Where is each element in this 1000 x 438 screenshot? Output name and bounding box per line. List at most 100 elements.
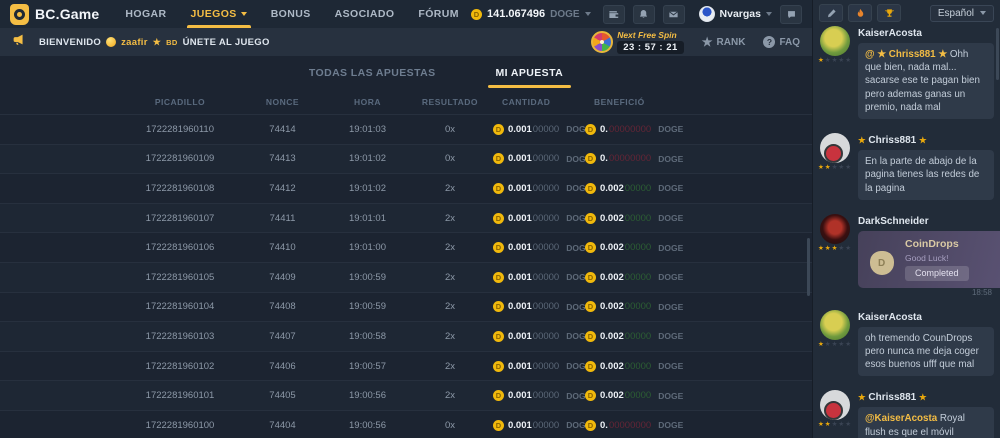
message-timestamp: 18:58 <box>971 287 992 297</box>
mention-link[interactable]: @ ★ Chriss881 ★ <box>865 49 948 60</box>
bet-nonce: 74404 <box>269 419 296 431</box>
col-header-hash: PICADILLO <box>154 97 206 107</box>
nav-item-forum[interactable]: FÓRUM <box>418 8 459 20</box>
bc-game-logo-icon <box>10 3 29 25</box>
faq-link[interactable]: FAQ <box>763 36 800 48</box>
chat-rules-button[interactable] <box>819 4 843 22</box>
doge-coin-icon <box>585 419 596 431</box>
rank-link[interactable]: ★ RANK <box>702 35 746 49</box>
chat-message-content: KaiserAcosta @ ★ Chriss881 ★ Ohh que bien… <box>858 26 994 124</box>
chat-username[interactable]: ★ Chriss881 ★ <box>858 135 927 147</box>
table-row[interactable]: 1722281960105 74409 19:00:59 2x 0.00100000DO… <box>0 261 812 292</box>
chat-bubble: @ ★ Chriss881 ★ Ohh que bien, nada mal..… <box>858 43 994 120</box>
balance-selector[interactable]: 141.067496 DOGE <box>467 6 595 22</box>
doge-coin-icon <box>493 301 504 313</box>
table-row[interactable]: 1722281960106 74410 19:01:00 2x 0.00100000DO… <box>0 232 812 262</box>
chat-panel-icon <box>787 10 795 18</box>
free-spin-label: Next Free Spin <box>617 30 677 40</box>
chat-toggle-button[interactable] <box>780 4 802 24</box>
bet-nonce: 74410 <box>269 242 296 254</box>
tournament-button[interactable] <box>877 4 901 22</box>
bc-game-logo[interactable]: BC.Game <box>10 3 100 25</box>
chat-username[interactable]: ★ Chriss881 ★ <box>858 392 927 404</box>
doge-coin-icon <box>585 330 596 342</box>
chat-message-meta: ★★★★★ <box>817 26 853 124</box>
tab-all-bets[interactable]: TODAS LAS APUESTAS <box>308 67 436 79</box>
balance-currency: DOGE <box>550 8 580 20</box>
notifications-button[interactable] <box>632 4 655 24</box>
table-row[interactable]: 1722281960101 74405 19:00:56 2x 0.00100000DO… <box>0 380 812 410</box>
chat-username[interactable]: KaiserAcosta <box>858 28 922 39</box>
doge-coin-icon <box>470 8 482 20</box>
col-header-nonce: NONCE <box>265 97 300 107</box>
medal-icon: ★ <box>858 135 866 146</box>
bet-hash: 1722281960108 <box>145 182 215 194</box>
user-level-stars: ★★★★★ <box>817 57 853 64</box>
nav-item-hogar[interactable]: HOGAR <box>125 8 167 20</box>
wallet-button[interactable] <box>602 4 625 24</box>
hot-games-button[interactable] <box>848 4 872 22</box>
doge-coin-icon <box>585 153 596 165</box>
chat-avatar[interactable] <box>820 26 850 56</box>
doge-coin-icon <box>585 123 596 135</box>
table-row[interactable]: 1722281960102 74406 19:00:57 2x 0.00100000DO… <box>0 350 812 381</box>
mail-icon <box>669 10 678 17</box>
chat-scrollbar[interactable] <box>996 28 999 80</box>
chat-avatar[interactable] <box>820 213 850 244</box>
chat-avatar[interactable] <box>820 309 850 340</box>
bell-icon <box>639 9 648 18</box>
doge-coin-icon <box>585 212 596 224</box>
nav-item-asociado[interactable]: ASOCIADO <box>334 8 395 20</box>
mention-link[interactable]: @KaiserAcosta <box>865 413 938 425</box>
nav-item-bonus[interactable]: BONUS <box>270 8 311 20</box>
table-row[interactable]: 1722281960109 74413 19:01:02 0x 0.00100000DO… <box>0 143 812 174</box>
bet-hash: 1722281960102 <box>145 360 215 372</box>
table-row[interactable]: 1722281960107 74411 19:01:01 2x 0.00100000DO… <box>0 202 812 233</box>
medal-icon: ★ <box>919 135 927 146</box>
nav-item-juegos[interactable]: JUEGOS <box>186 0 251 28</box>
bet-time: 19:01:02 <box>349 182 386 194</box>
chat-header: Español <box>813 0 1000 26</box>
chat-message-content: ★ Chriss881 ★ @KaiserAcosta Royal flush e… <box>858 390 994 438</box>
main-scrollbar[interactable] <box>807 238 810 296</box>
table-row[interactable]: 1722281960108 74412 19:01:02 2x 0.00100000DO… <box>0 173 812 203</box>
chat-bubble: oh tremendo CounDrops pero nunca me deja… <box>858 326 994 377</box>
chat-username[interactable]: KaiserAcosta <box>858 311 922 323</box>
table-row[interactable]: 1722281960103 74407 19:00:58 2x 0.00100000DO… <box>0 321 812 351</box>
bet-result: 2x <box>444 330 456 342</box>
table-row[interactable]: 1722281960104 74408 19:00:59 2x 0.00100000DO… <box>0 291 812 322</box>
logo-text: BC.Game <box>35 6 100 22</box>
chat-language-select[interactable]: Español <box>929 4 994 22</box>
chat-message: ★★★★★ DarkSchneider CoinDrops Good Luck! Com… <box>818 213 1000 301</box>
chat-username[interactable]: DarkSchneider <box>858 215 929 227</box>
chevron-down-icon <box>240 12 247 16</box>
fire-icon <box>857 8 863 17</box>
bet-hash: 1722281960109 <box>145 153 215 165</box>
balance-amount: 141.067496 <box>486 8 546 20</box>
nav-item-juegos-label: JUEGOS <box>190 8 237 20</box>
chat-message-content: ★ Chriss881 ★ En la parte de abajo de la … <box>858 133 994 205</box>
megaphone-icon <box>12 33 25 51</box>
tab-my-bets[interactable]: MI APUESTA <box>487 58 571 88</box>
coindrops-completed-button[interactable]: Completed <box>905 265 969 281</box>
bet-result: 2x <box>444 212 456 224</box>
chat-avatar[interactable] <box>820 133 850 164</box>
messages-button[interactable] <box>662 4 685 24</box>
table-row[interactable]: 1722281960110 74414 19:01:03 0x 0.00100000DO… <box>0 114 812 144</box>
table-row[interactable]: 1722281960100 74404 19:00:56 0x 0.00100000DO… <box>0 409 812 438</box>
free-spin-widget[interactable]: Next Free Spin 23 : 57 : 21 <box>591 30 684 54</box>
chat-avatar[interactable] <box>820 390 850 421</box>
user-menu[interactable]: Nvargas <box>698 6 772 22</box>
announced-username[interactable]: zaafir <box>121 36 148 48</box>
chat-message: ★★★★★ KaiserAcosta oh tremendo CounDrops p… <box>818 309 994 382</box>
coindrops-card[interactable]: CoinDrops Good Luck! Completed <box>858 230 1000 288</box>
chat-sidebar: Español ★★★★★ KaiserAcosta @ ★ Chriss881 ★… <box>812 0 1000 438</box>
